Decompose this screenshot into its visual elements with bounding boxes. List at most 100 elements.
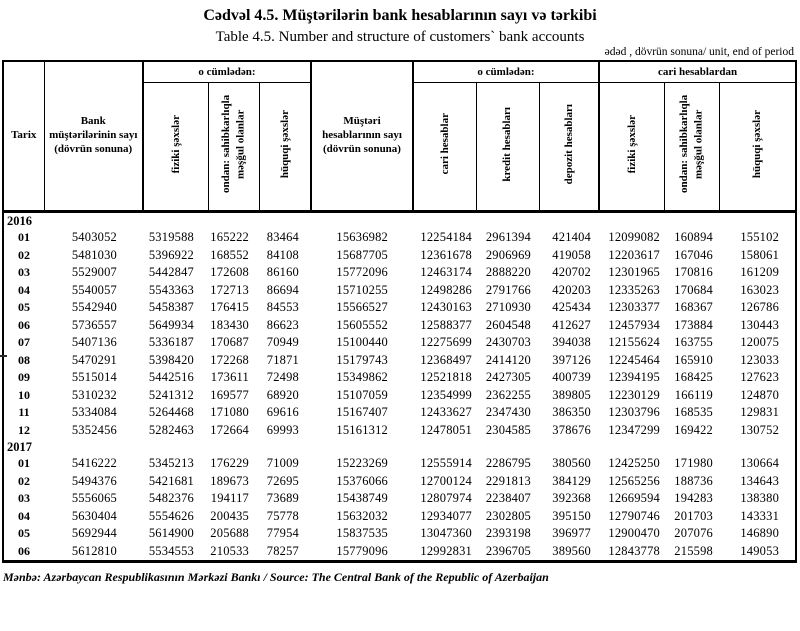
value-cell: 86623 [266,317,299,332]
value-cell: 2302805 [485,508,531,523]
value-cell: 146890 [740,526,780,540]
value-cell: 130752 [740,422,780,437]
value-cell: 70949 [266,335,299,349]
value-cell: 5614900 [148,526,194,540]
value-cell: 15161312 [336,422,388,437]
value-cell: 12425250 [608,456,660,470]
value-cell: 378676 [552,422,591,437]
value-cell: 394038 [552,335,591,349]
value-cell: 15779096 [336,543,388,558]
value-cell: 171080 [210,405,249,419]
value-cell: 392368 [552,491,591,505]
value-cell: 5421681 [148,473,194,488]
value-cell: 12463174 [420,265,472,279]
value-cell: 143331 [740,508,780,523]
value-cell: 12335263 [608,282,660,297]
col-header-kredit-hesablari: kredit hesabları [475,82,540,213]
value-cell: 169422 [674,422,713,437]
value-cell: 172713 [210,282,249,297]
value-cell: 12934077 [420,508,472,523]
value-cell: 155102 [740,230,780,244]
value-cell: 12588377 [420,317,472,332]
month-cell: 06 [18,317,30,332]
year-label: 2017 [7,440,32,454]
value-cell: 194117 [210,491,249,505]
table-row: 08 5470291 5398420 172268 71871 15179743 12368… [3,352,796,370]
header-sub-row: fiziki şəxslər ondan: sahibkarlıqla məşğ… [3,82,797,213]
value-cell: 194283 [674,491,713,505]
table-row: 07 5407136 5336187 170687 70949 15100440 12275… [3,334,796,352]
value-cell: 2604548 [485,317,531,332]
value-cell: 168535 [674,405,713,419]
table-row: 05 5692944 5614900 205688 77954 15837535 13047… [3,525,796,543]
value-cell: 2304585 [485,422,531,437]
value-cell: 5396922 [148,247,194,262]
value-cell: 2362255 [485,387,531,402]
value-cell: 5398420 [148,352,194,367]
value-cell: 5481030 [71,247,117,262]
month-cell: 07 [18,335,30,349]
header-group-row: Tarix Bank müştərilərinin sayı (dövrün s… [2,60,797,213]
value-cell: 389560 [552,543,591,558]
group-header-of-which-1: o cümlədən: [142,60,312,83]
value-cell: 167046 [674,247,713,262]
value-cell: 15438749 [336,491,388,505]
value-cell: 2347430 [485,405,531,419]
value-cell: 5692944 [71,526,117,540]
value-cell: 12203617 [608,247,660,262]
table-row: 06 5736557 5649934 183430 86623 15605552 12588… [3,317,796,335]
value-cell: 12361678 [420,247,472,262]
value-cell: 15167407 [336,405,388,419]
value-cell: 75778 [266,508,299,523]
value-cell: 5416222 [71,456,117,470]
value-cell: 158061 [740,247,780,262]
value-cell: 5543363 [148,282,194,297]
value-cell: 126786 [740,300,780,314]
value-cell: 5494376 [71,473,117,488]
value-cell: 2906969 [485,247,531,262]
value-cell: 396977 [552,526,591,540]
table-row: 01 5403052 5319588 165222 83464 15636982 12254… [3,229,796,247]
value-cell: 12790746 [608,508,660,523]
value-cell: 12521818 [420,370,472,384]
month-cell: 03 [18,265,30,279]
month-cell: 12 [18,422,30,437]
value-cell: 5649934 [148,317,194,332]
vertical-label: ondan: sahibkarlıqla məşğul olanlar [220,95,247,194]
value-cell: 15636982 [336,230,388,244]
value-cell: 12433627 [420,405,472,419]
col-header-sahibkarliq-1: ondan: sahibkarlıqla məşğul olanlar [207,82,260,213]
value-cell: 2430703 [485,335,531,349]
value-cell: 5736557 [71,317,117,332]
value-cell: 15772096 [336,265,388,279]
value-cell: 2291813 [485,473,531,488]
page-edge-mark [0,355,7,357]
table-row: 01 5416222 5345213 176229 71009 15223269 12555… [3,455,796,473]
value-cell: 86694 [266,282,299,297]
value-cell: 15710255 [336,282,388,297]
value-cell: 5470291 [71,352,117,367]
value-cell: 73689 [266,491,299,505]
group-header-current-accounts: cari hesablardan [597,60,797,83]
value-cell: 170687 [210,335,249,349]
value-cell: 12807974 [420,491,472,505]
value-cell: 12669594 [608,491,660,505]
col-header-huquqi-sexsler-2: hüquqi şəxslər [718,82,797,213]
value-cell: 5630404 [71,508,117,523]
value-cell: 12555914 [420,456,472,470]
value-cell: 5352456 [71,422,117,437]
value-cell: 15632032 [336,508,388,523]
value-cell: 170816 [674,265,713,279]
value-cell: 12230129 [608,387,660,402]
table-row: 09 5515014 5442516 173611 72498 15349862 12521… [3,369,796,387]
value-cell: 83464 [266,230,299,244]
data-table: Tarix Bank müştərilərinin sayı (dövrün s… [2,60,798,563]
table-row: 10 5310232 5241312 169577 68920 15107059 12354… [3,387,796,405]
month-cell: 06 [18,543,30,558]
value-cell: 161209 [740,265,780,279]
value-cell: 2396705 [485,543,531,558]
value-cell: 173884 [674,317,713,332]
month-cell: 05 [18,526,30,540]
value-cell: 412627 [552,317,591,332]
